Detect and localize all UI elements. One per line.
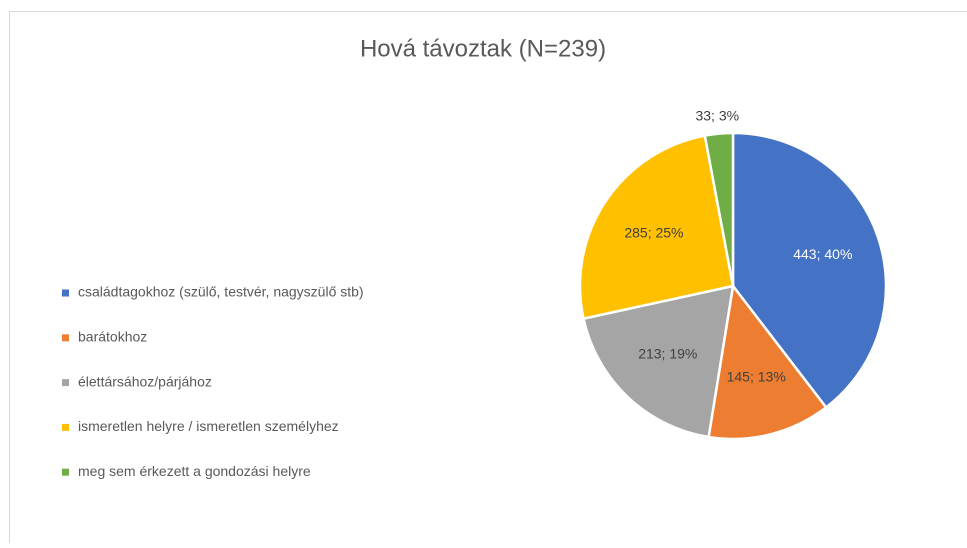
data-label: 145; 13% [727,369,786,385]
legend-label: élettársához/párjához [78,373,212,389]
legend-swatch [62,334,69,341]
legend-label: meg sem érkezett a gondozási helyre [78,463,311,479]
data-label: 443; 40% [793,246,852,262]
data-label: 213; 19% [638,346,697,362]
legend-label: barátokhoz [78,329,147,345]
legend-swatch [62,379,69,386]
legend-label: családtagokhoz (szülő, testvér, nagyszül… [78,284,364,300]
data-label: 33; 3% [695,107,739,123]
legend-swatch [62,290,69,297]
chart-title: Hová távoztak (N=239) [360,35,606,62]
legend-swatch [62,424,69,431]
data-label: 285; 25% [624,224,683,240]
legend-label: ismeretlen helyre / ismeretlen személyhe… [78,418,339,434]
legend-swatch [62,469,69,476]
